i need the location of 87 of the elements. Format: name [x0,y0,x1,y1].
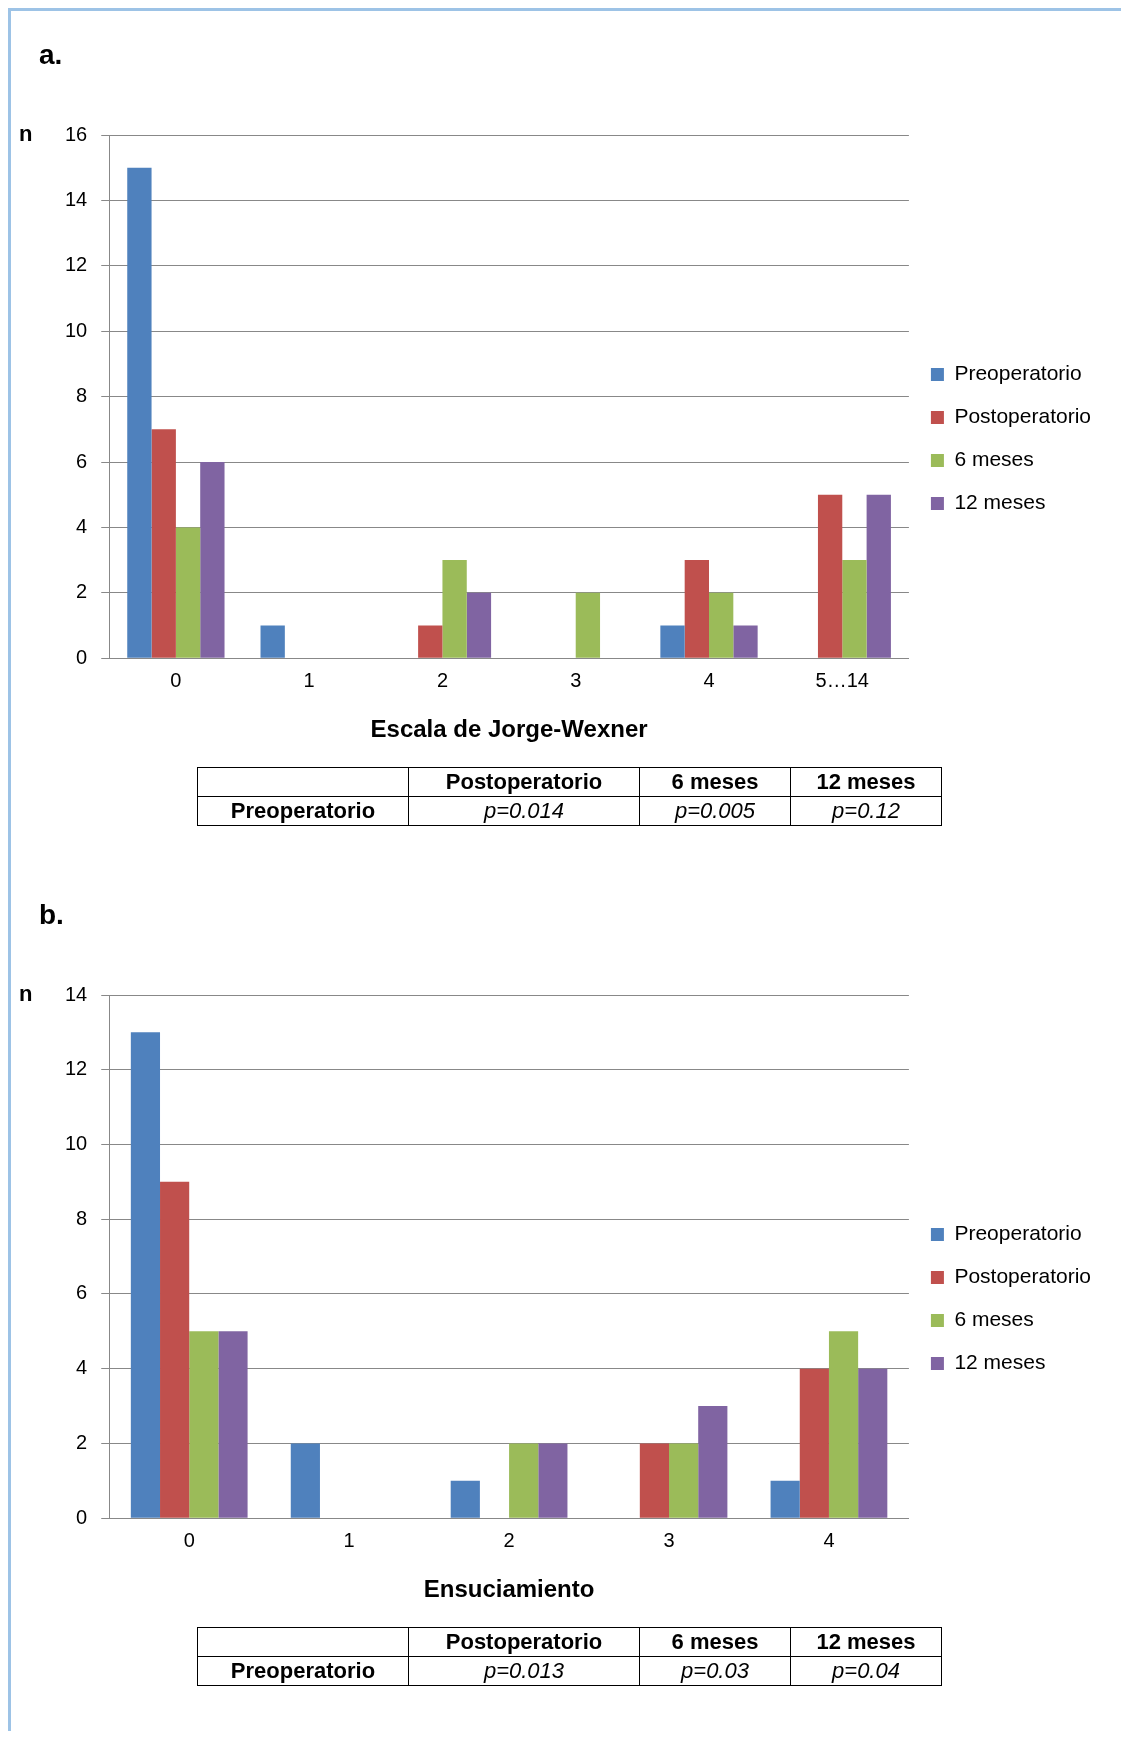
text: 12 meses [790,1627,942,1657]
y-tick-label: 14 [65,187,88,210]
y-tick-label: 12 [65,1057,88,1080]
bar [466,592,492,658]
x-tick-label: 2 [503,1528,515,1551]
legend-label: 6 meses [954,1307,1034,1331]
bar [509,1443,539,1518]
bar [770,1480,800,1518]
x-tick-label: 0 [183,1528,195,1551]
bar [684,560,709,658]
text: Postoperatorio [408,1627,640,1657]
y-tick-label: 2 [76,1430,88,1453]
y-tick-label: 16 [65,122,88,145]
text: p=0.005 [639,796,791,826]
y-tick-label: 8 [76,1206,88,1229]
bar [817,494,843,658]
text: Postoperatorio [408,767,640,797]
y-tick-label: 12 [65,253,88,276]
x-tick-label: 4 [823,1528,835,1551]
text: p=0.03 [639,1656,791,1686]
x-tick-label: 1 [343,1528,355,1551]
bar [866,494,891,658]
legend-label: Preoperatorio [954,361,1082,385]
y-axis-title: n [19,121,33,147]
bar [709,592,734,658]
bar [175,527,201,658]
bar [639,1443,670,1518]
bar [669,1443,699,1518]
bar [828,1331,859,1518]
bar [858,1368,888,1518]
x-tick-label: 4 [703,668,715,691]
legend-label: Preoperatorio [954,1221,1082,1245]
bar [442,560,467,658]
chart-title: a. [38,38,64,72]
y-tick-label: 0 [76,1505,88,1528]
bar [200,462,225,658]
text: 6 meses [639,767,791,797]
text: Preoperatorio [197,796,409,826]
y-tick-label: 8 [76,384,88,407]
legend-label: Postoperatorio [954,404,1092,428]
x-tick-label: 2 [436,668,449,691]
bar [698,1406,728,1518]
chart-title: b. [38,898,65,932]
y-tick-label: 2 [76,580,88,603]
y-tick-label: 4 [76,514,88,537]
x-axis-title: Ensuciamiento [423,1575,595,1603]
x-tick-label: 3 [663,1528,675,1551]
bar [218,1331,248,1518]
bar [799,1368,829,1518]
bar [290,1443,320,1518]
y-tick-label: 10 [65,1132,88,1154]
bar [151,429,176,658]
text: p=0.013 [408,1656,640,1686]
bar [450,1480,480,1518]
bar [538,1443,568,1518]
x-tick-label: 3 [570,668,582,691]
y-axis-title: n [19,981,33,1007]
y-tick-label: 0 [76,645,88,668]
bar [130,1032,161,1518]
bar [575,592,601,658]
bar [160,1181,190,1518]
text: p=0.12 [790,796,942,826]
x-tick-label: 5…14 [815,668,869,691]
bar [189,1331,219,1518]
y-tick-label: 6 [76,449,88,472]
legend-label: 6 meses [954,447,1034,471]
bar [260,625,285,658]
y-tick-label: 14 [65,982,88,1005]
text: 12 meses [790,767,942,797]
y-tick-label: 4 [76,1356,88,1379]
legend-label: 12 meses [954,490,1046,514]
bar [660,625,685,658]
x-tick-label: 0 [170,668,182,691]
bar [127,167,152,658]
text: p=0.014 [408,796,640,826]
x-axis-title: Escala de Jorge-Wexner [370,715,648,743]
y-tick-label: 10 [65,318,88,341]
text: Preoperatorio [197,1656,409,1686]
text: 6 meses [639,1627,791,1657]
legend-label: Postoperatorio [954,1264,1092,1288]
bar [733,625,758,658]
bar [842,560,867,658]
bar [418,625,443,658]
legend-label: 12 meses [954,1350,1046,1374]
text: p=0.04 [790,1656,942,1686]
x-tick-label: 1 [303,668,315,691]
y-tick-label: 6 [76,1281,88,1304]
